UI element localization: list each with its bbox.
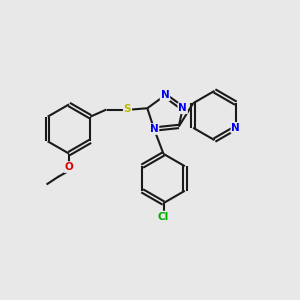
Text: O: O [64, 162, 74, 172]
Text: N: N [150, 124, 158, 134]
Text: N: N [178, 103, 187, 113]
Text: N: N [160, 90, 169, 100]
Text: Cl: Cl [158, 212, 169, 222]
Text: S: S [124, 104, 131, 115]
Text: N: N [231, 123, 240, 133]
